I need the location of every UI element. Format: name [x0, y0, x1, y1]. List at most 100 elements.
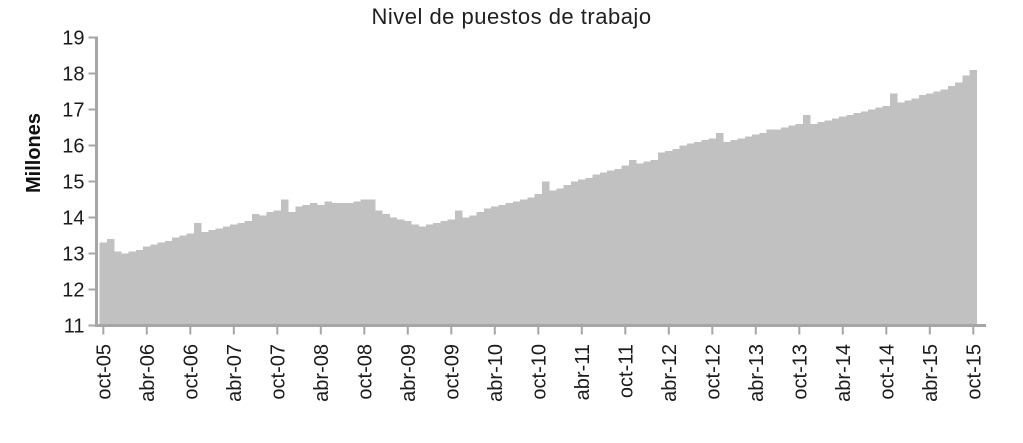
- series-bar: [730, 140, 738, 326]
- series-bar: [657, 152, 666, 326]
- series-bar: [114, 251, 122, 326]
- series-bar: [868, 109, 876, 326]
- series-bar: [686, 143, 695, 326]
- series-bar: [723, 141, 731, 326]
- series-bar: [882, 105, 891, 326]
- series-bar: [447, 219, 456, 326]
- series-bar: [795, 123, 804, 326]
- series-bar: [295, 206, 303, 326]
- series-bar: [462, 217, 470, 326]
- x-tick-label: oct-05: [93, 344, 115, 400]
- series-bar: [853, 113, 862, 326]
- series-bar: [897, 102, 905, 326]
- series-bar: [962, 75, 970, 326]
- series-bar: [788, 125, 796, 326]
- series-bar: [425, 224, 434, 326]
- series-bar: [208, 230, 216, 326]
- x-tick-label: oct-13: [789, 344, 811, 400]
- series-bar: [665, 150, 673, 326]
- y-tick-label: 16: [62, 136, 84, 158]
- series-bar: [650, 159, 659, 326]
- series-bar: [251, 213, 260, 326]
- series-bar: [737, 138, 746, 326]
- series-bar: [744, 136, 753, 326]
- series-bar: [715, 132, 724, 326]
- series-bar: [469, 215, 477, 326]
- series-bar: [302, 204, 311, 326]
- series-bar: [273, 210, 282, 326]
- series-bar: [491, 206, 499, 326]
- x-tick-label: abr-14: [833, 344, 855, 402]
- series-bar: [773, 129, 782, 326]
- series-bar: [781, 127, 789, 326]
- x-tick-label: oct-11: [615, 344, 637, 398]
- series-bar: [759, 132, 767, 326]
- series-bar: [404, 221, 412, 326]
- series-bar: [520, 199, 528, 326]
- series-bar: [418, 226, 427, 326]
- series-bar: [527, 197, 535, 326]
- series-bar: [607, 170, 615, 326]
- series-bar: [331, 203, 340, 326]
- x-tick-label: oct-08: [354, 344, 376, 400]
- x-tick-label: oct-14: [876, 344, 898, 400]
- x-tick-label: oct-10: [528, 344, 550, 400]
- series-bar: [752, 134, 760, 326]
- x-tick-label: abr-11: [572, 344, 594, 400]
- series-bar: [860, 111, 869, 326]
- x-tick-label: abr-13: [746, 344, 768, 402]
- series-bar: [570, 181, 579, 326]
- series-bar: [541, 181, 550, 326]
- series-bar: [396, 219, 405, 326]
- series-bar: [889, 93, 898, 326]
- series-bar: [585, 177, 593, 326]
- series-bar: [259, 215, 267, 326]
- series-bar: [135, 249, 144, 326]
- x-tick-label: abr-15: [920, 344, 942, 402]
- x-tick-label: abr-10: [485, 344, 507, 402]
- series-bar: [288, 212, 296, 326]
- series-bar: [708, 138, 717, 326]
- series-bar: [679, 145, 688, 326]
- series-bar: [476, 212, 485, 326]
- series-bar: [128, 251, 137, 326]
- y-tick-label: 13: [62, 244, 84, 266]
- series-bar: [454, 210, 463, 326]
- series-bar: [643, 161, 651, 326]
- series-bar: [694, 141, 702, 326]
- series-bar: [99, 242, 108, 326]
- series-bar: [672, 149, 680, 326]
- series-bar: [846, 114, 854, 326]
- x-tick-label: abr-09: [398, 344, 420, 402]
- series-bar: [636, 163, 644, 326]
- series-bar: [230, 224, 238, 326]
- series-bar: [947, 86, 956, 326]
- series-bar: [563, 185, 572, 326]
- series-bar: [440, 221, 448, 326]
- series-bar: [556, 188, 564, 326]
- series-bar: [338, 203, 347, 326]
- series-bar: [904, 100, 912, 326]
- x-tick-label: oct-12: [702, 344, 724, 400]
- series-bar: [839, 116, 847, 326]
- series-bar: [512, 201, 521, 326]
- series-bar: [106, 239, 115, 326]
- series-bar: [940, 89, 949, 326]
- series-bar: [389, 217, 398, 326]
- series-bar: [237, 222, 245, 326]
- x-tick-label: abr-06: [137, 344, 159, 402]
- x-tick-label: abr-12: [659, 344, 681, 402]
- series-bar: [483, 208, 492, 326]
- series-bar: [164, 240, 173, 326]
- series-bar: [802, 114, 811, 326]
- x-tick-label: oct-09: [441, 344, 463, 400]
- series-bar: [157, 242, 166, 326]
- series-bar: [810, 123, 818, 326]
- y-tick-label: 14: [62, 208, 84, 230]
- y-tick-label: 15: [62, 172, 84, 194]
- series-bar: [505, 203, 514, 326]
- series-bar: [266, 212, 274, 326]
- y-tick-label: 18: [62, 64, 84, 86]
